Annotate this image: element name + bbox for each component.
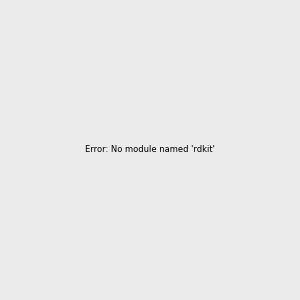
Text: Error: No module named 'rdkit': Error: No module named 'rdkit': [85, 146, 215, 154]
